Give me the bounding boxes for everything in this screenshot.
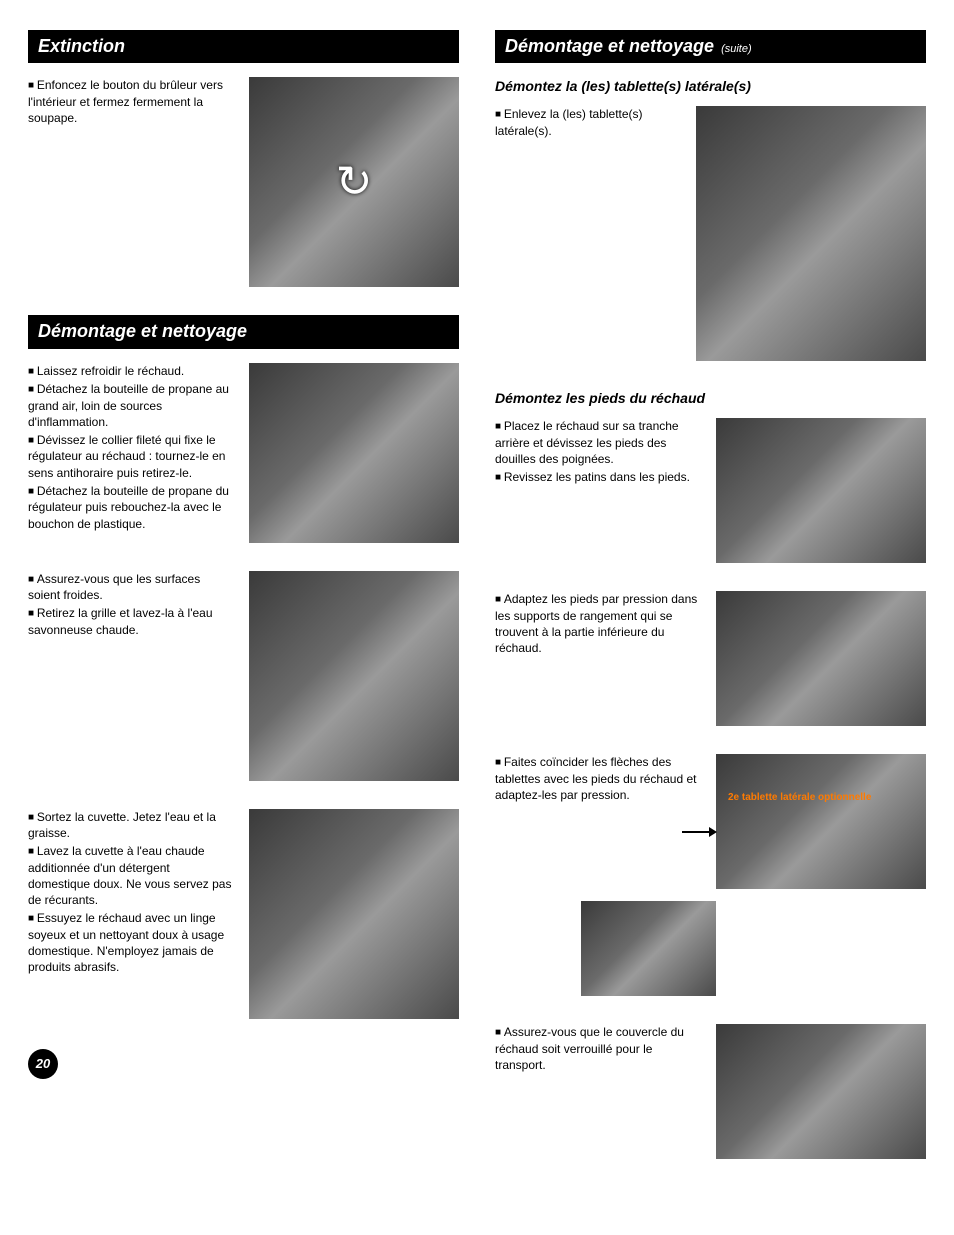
b1-l3: Dévissez le collier fileté qui fixe le r… [28, 432, 235, 481]
pieds-b1-text: Placez le réchaud sur sa tranche arrière… [495, 418, 702, 487]
b3-l1: Sortez la cuvette. Jetez l'eau et la gra… [28, 809, 235, 842]
subheader-pieds: Démontez les pieds du réchaud [495, 389, 926, 408]
callout-label: 2e tablette latérale optionnelle [728, 792, 871, 803]
b1-l4: Détachez la bouteille de propane du régu… [28, 483, 235, 532]
demontage-block3: Sortez la cuvette. Jetez l'eau et la gra… [28, 809, 459, 1019]
arrow-icon [682, 831, 716, 833]
pieds-b2-text: Adaptez les pieds par pression dans les … [495, 591, 702, 658]
section-header-extinction: Extinction [28, 30, 459, 63]
page-number-wrap: 20 [28, 1049, 459, 1079]
subheader-tablettes: Démontez la (les) tablette(s) latérale(s… [495, 77, 926, 96]
demontage-block3-text: Sortez la cuvette. Jetez l'eau et la gra… [28, 809, 235, 978]
b2-l1: Assurez-vous que les surfaces soient fro… [28, 571, 235, 604]
pieds-b4-text: Assurez-vous que le couvercle du réchaud… [495, 1024, 702, 1075]
pieds-photo2 [716, 591, 926, 726]
section-header-demontage: Démontage et nettoyage [28, 315, 459, 348]
tablettes-l1: Enlevez la (les) tablette(s) latérale(s)… [495, 106, 682, 139]
right-column: Démontage et nettoyage (suite) Démontez … [495, 30, 926, 1187]
extinction-text: Enfoncez le bouton du brûleur vers l'int… [28, 77, 235, 128]
pieds-photo3-inset [581, 901, 716, 996]
extinction-block: Enfoncez le bouton du brûleur vers l'int… [28, 77, 459, 287]
b1-l2: Détachez la bouteille de propane au gran… [28, 381, 235, 430]
extinction-photo: ↻ [249, 77, 459, 287]
left-column: Extinction Enfoncez le bouton du brûleur… [28, 30, 459, 1187]
b2-l2: Retirez la grille et lavez-la à l'eau sa… [28, 605, 235, 638]
pieds-b3-l1: Faites coïncider les flèches des tablett… [495, 754, 702, 803]
section-title: Démontage et nettoyage [505, 36, 714, 56]
b3-l2: Lavez la cuvette à l'eau chaude addition… [28, 843, 235, 908]
pieds-b1-l2: Revissez les patins dans les pieds. [495, 469, 702, 486]
b3-l3: Essuyez le réchaud avec un linge soyeux … [28, 910, 235, 975]
b1-l1: Laissez refroidir le réchaud. [28, 363, 235, 380]
pieds-block4: Assurez-vous que le couvercle du réchaud… [495, 1024, 926, 1159]
tablettes-text: Enlevez la (les) tablette(s) latérale(s)… [495, 106, 682, 141]
pieds-block2: Adaptez les pieds par pression dans les … [495, 591, 926, 726]
extinction-line: Enfoncez le bouton du brûleur vers l'int… [28, 77, 235, 126]
pieds-b2-l1: Adaptez les pieds par pression dans les … [495, 591, 702, 656]
pieds-block1: Placez le réchaud sur sa tranche arrière… [495, 418, 926, 563]
tablettes-block: Enlevez la (les) tablette(s) latérale(s)… [495, 106, 926, 361]
pieds-block3: Faites coïncider les flèches des tablett… [495, 754, 926, 996]
demontage-block2-text: Assurez-vous que les surfaces soient fro… [28, 571, 235, 640]
pieds-photo3-main: 2e tablette latérale optionnelle [716, 754, 926, 889]
demontage-photo2 [249, 571, 459, 781]
tablettes-photo [696, 106, 926, 361]
rotate-arrow-icon: ↻ [336, 153, 373, 212]
page-number: 20 [28, 1049, 58, 1079]
section-suffix: (suite) [721, 43, 752, 55]
demontage-photo3 [249, 809, 459, 1019]
pieds-b1-l1: Placez le réchaud sur sa tranche arrière… [495, 418, 702, 467]
pieds-photo4 [716, 1024, 926, 1159]
section-header-demontage-suite: Démontage et nettoyage (suite) [495, 30, 926, 63]
pieds-b4-l1: Assurez-vous que le couvercle du réchaud… [495, 1024, 702, 1073]
pieds-photo1 [716, 418, 926, 563]
demontage-block1: Laissez refroidir le réchaud. Détachez l… [28, 363, 459, 543]
page-layout: Extinction Enfoncez le bouton du brûleur… [28, 30, 926, 1187]
pieds-b3-text: Faites coïncider les flèches des tablett… [495, 754, 702, 805]
demontage-photo1 [249, 363, 459, 543]
demontage-block1-text: Laissez refroidir le réchaud. Détachez l… [28, 363, 235, 534]
demontage-block2: Assurez-vous que les surfaces soient fro… [28, 571, 459, 781]
